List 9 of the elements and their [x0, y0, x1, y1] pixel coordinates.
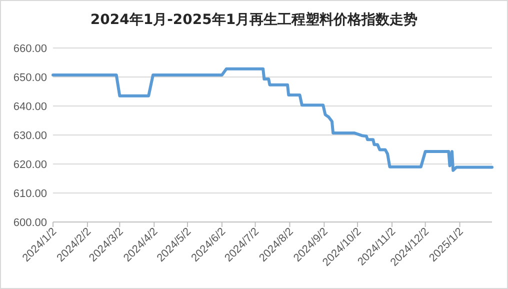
line-series — [52, 67, 494, 172]
y-tick-label: 650.00 — [13, 72, 47, 84]
y-tick-label: 620.00 — [13, 158, 47, 171]
y-tick-label: 630.00 — [13, 130, 47, 142]
y-tick-label: 610.00 — [13, 188, 47, 200]
y-tick-label: 660.00 — [13, 42, 47, 55]
y-tick-label: 600.00 — [13, 216, 47, 229]
y-tick-label: 640.00 — [13, 100, 47, 113]
chart-title: 2024年1月-2025年1月再生工程塑料价格指数走势 — [90, 11, 418, 28]
